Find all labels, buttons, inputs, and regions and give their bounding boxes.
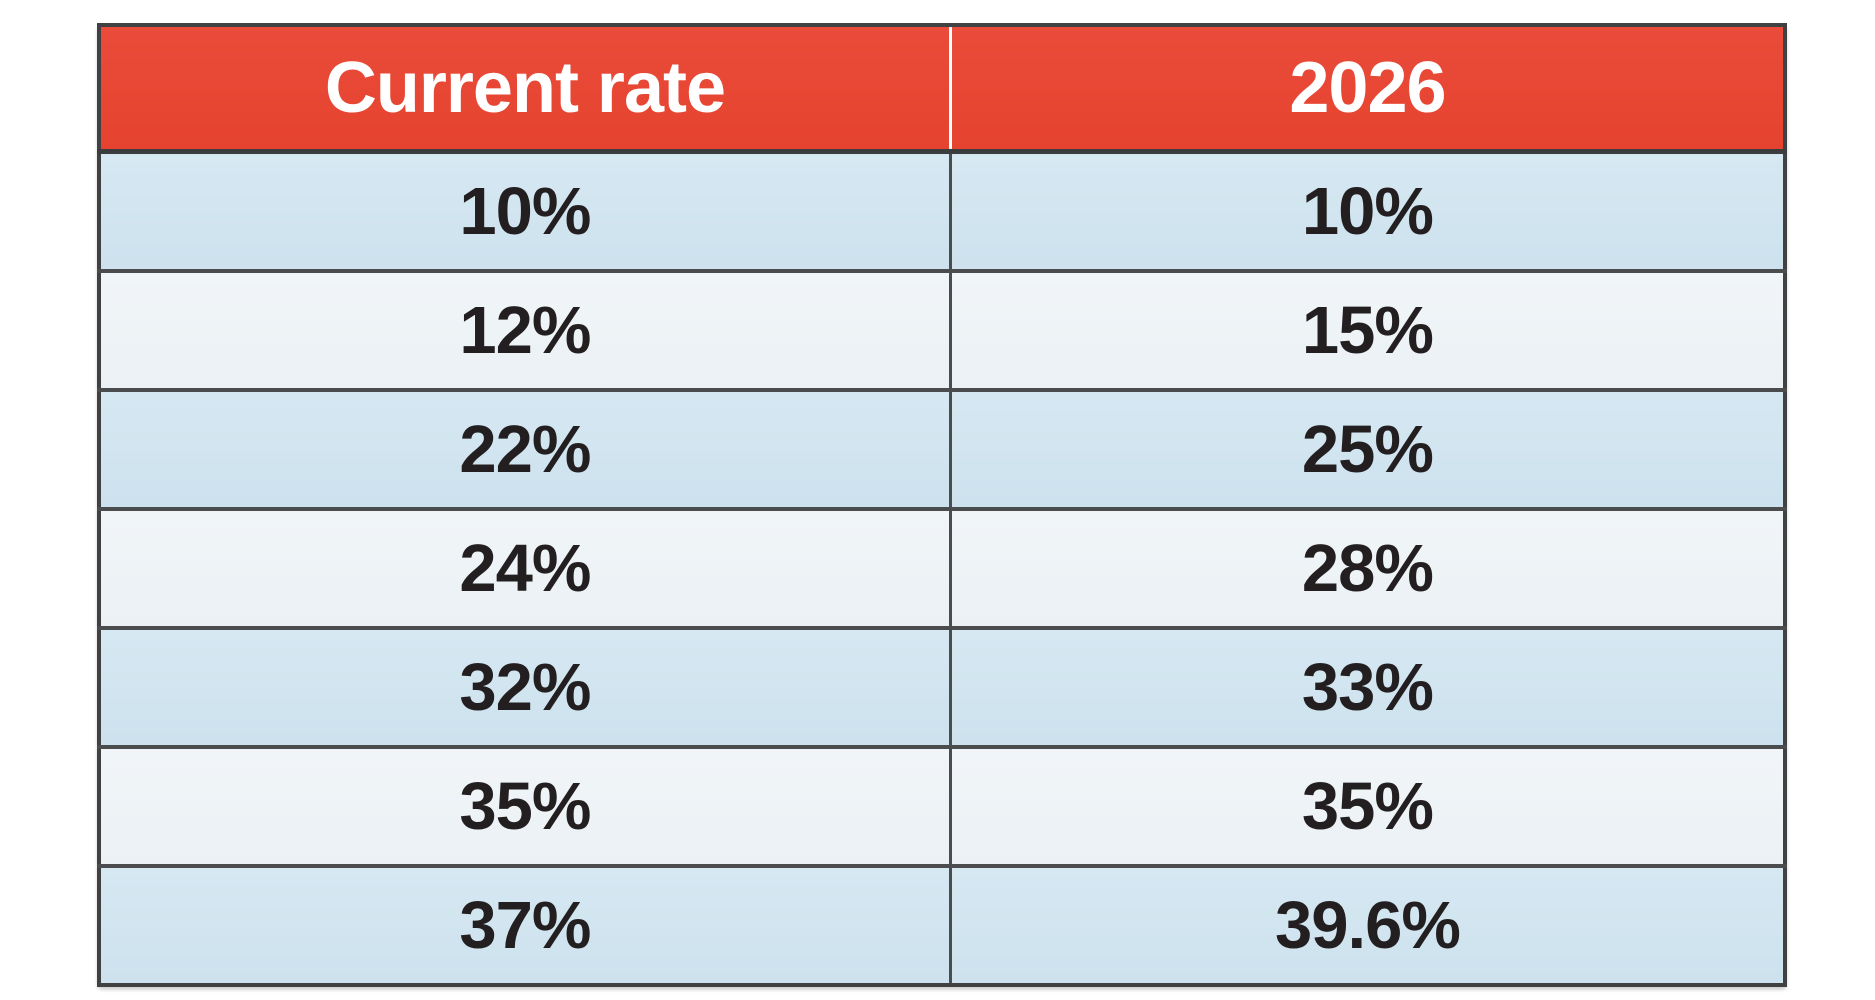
table-row: 24% 28% — [99, 507, 1785, 628]
table-row: 22% 25% — [99, 388, 1785, 509]
column-header-current-rate: Current rate — [99, 25, 951, 154]
table-cell-2026: 33% — [948, 626, 1785, 747]
rates-table: Current rate 2026 10% 10% 12% 15% 22% 25… — [97, 23, 1787, 987]
table-cell-current-rate: 37% — [99, 864, 951, 985]
table-cell-2026: 39.6% — [948, 864, 1785, 985]
table-cell-2026: 28% — [948, 507, 1785, 628]
table-cell-2026: 35% — [948, 745, 1785, 866]
table-row: 12% 15% — [99, 269, 1785, 390]
table-cell-2026: 25% — [948, 388, 1785, 509]
column-header-2026: 2026 — [948, 25, 1785, 154]
table-cell-current-rate: 24% — [99, 507, 951, 628]
table-cell-current-rate: 22% — [99, 388, 951, 509]
table-cell-current-rate: 12% — [99, 269, 951, 390]
table-row: 37% 39.6% — [99, 864, 1785, 985]
table-row: 35% 35% — [99, 745, 1785, 866]
table-header-row: Current rate 2026 — [99, 25, 1785, 154]
table-cell-current-rate: 10% — [99, 151, 951, 271]
table-cell-2026: 15% — [948, 269, 1785, 390]
table-cell-current-rate: 35% — [99, 745, 951, 866]
table-row: 32% 33% — [99, 626, 1785, 747]
table-row: 10% 10% — [99, 151, 1785, 271]
table-cell-current-rate: 32% — [99, 626, 951, 747]
table-cell-2026: 10% — [948, 151, 1785, 271]
